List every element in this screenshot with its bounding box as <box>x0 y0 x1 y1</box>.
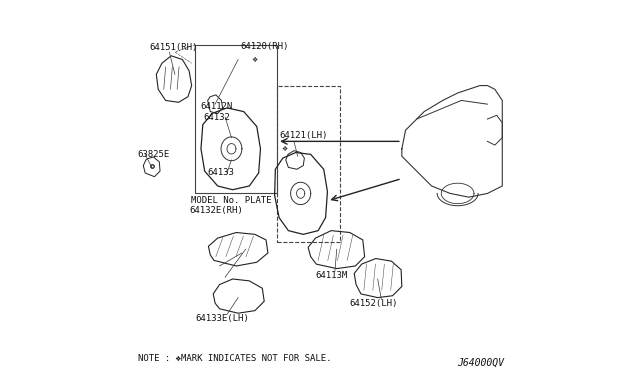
Text: 64112N: 64112N <box>200 102 232 110</box>
Text: 64132: 64132 <box>203 113 230 122</box>
Text: 64121(LH): 64121(LH) <box>279 131 328 140</box>
Text: 64132E(RH): 64132E(RH) <box>189 206 243 215</box>
Text: 64133E(LH): 64133E(LH) <box>195 314 249 323</box>
Bar <box>277 86 340 242</box>
Text: 64151(RH): 64151(RH) <box>149 43 197 52</box>
Text: 63825E: 63825E <box>138 150 170 159</box>
Text: 64152(LH): 64152(LH) <box>349 299 398 308</box>
Text: NOTE : ❖MARK INDICATES NOT FOR SALE.: NOTE : ❖MARK INDICATES NOT FOR SALE. <box>138 354 332 363</box>
Text: ❖: ❖ <box>282 146 288 152</box>
Text: 64133: 64133 <box>207 169 234 177</box>
Text: MODEL No. PLATE: MODEL No. PLATE <box>191 196 271 205</box>
Bar <box>195 45 277 193</box>
Text: 64120(RH): 64120(RH) <box>240 42 289 51</box>
Text: ❖: ❖ <box>252 57 258 62</box>
Text: J64000QV: J64000QV <box>457 357 504 368</box>
Text: 64113M: 64113M <box>316 271 348 280</box>
